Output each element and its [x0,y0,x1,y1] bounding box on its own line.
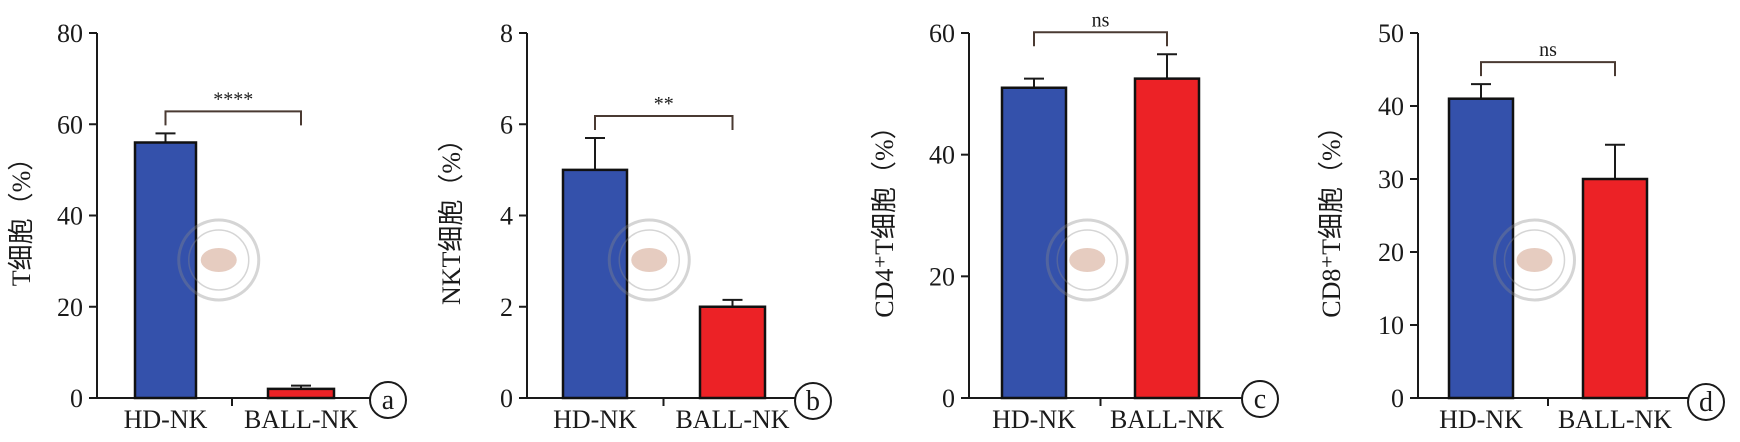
seal-inner-ring [618,229,680,291]
seal-inner-ring [1503,229,1566,291]
y-tick-label: 60 [929,19,955,48]
watermark-seal [177,218,261,302]
bar-ball-nk [698,305,767,400]
y-axis-title: NKT细胞（%） [437,126,466,305]
significance-bracket [594,114,734,130]
x-category-label: HD-NK [124,405,208,434]
seal-inner-ring [188,229,250,291]
y-tick-label: 60 [57,110,83,139]
seal-ring [1493,218,1576,302]
chart-panel-d: 0 10 20 30 40 50 CD8⁺T细胞（%） HD-NK BALL-NK ns d [1317,19,1725,434]
panel-label-circle [1687,383,1725,421]
chart-panel-a: 0 20 40 60 80 T细胞（%） HD-NK BALL-NK **** a [7,19,407,434]
seal-map-shape [631,248,668,272]
y-tick-label: 20 [929,262,955,291]
x-category-label: HD-NK [1439,405,1523,434]
y-tick-label: 0 [70,384,83,413]
panel-label-circle [1241,380,1279,418]
bar-hd-nk [133,141,198,400]
y-tick-label: 6 [500,110,513,139]
bar-ball-nk [1133,77,1201,400]
panel-label: b [806,386,820,417]
seal-inner-ring [1056,229,1118,291]
y-tick-label: 0 [500,384,513,413]
bar-ball-nk [266,387,336,400]
seal-map-shape [200,248,237,272]
panel-label-circle [794,382,832,420]
panel-label: d [1699,387,1713,418]
y-axis-title: T细胞（%） [7,145,36,287]
seal-ring [607,218,691,302]
y-tick-label: 50 [1378,19,1404,48]
seal-map-shape [1516,248,1553,272]
y-axis-title: CD4⁺T细胞（%） [870,113,899,317]
y-tick-label: 40 [57,202,83,231]
significance-label: **** [213,88,253,110]
y-tick-label: 80 [57,19,83,48]
watermark-seal [1493,218,1576,302]
y-tick-label: 2 [500,293,513,322]
significance-bracket [1480,61,1616,77]
x-category-label: BALL-NK [675,405,789,434]
panel-label-circle [369,381,407,419]
y-tick-label: 40 [1378,92,1404,121]
chart-panel-c: 0 20 40 60 CD4⁺T细胞（%） HD-NK BALL-NK ns c [870,9,1279,434]
watermark-seal [1045,218,1129,302]
y-tick-label: 40 [929,141,955,170]
y-tick-label: 30 [1378,165,1404,194]
x-category-label: BALL-NK [244,405,358,434]
significance-label: ** [654,93,674,115]
bar-hd-nk [1447,97,1515,400]
seal-ring [1045,218,1129,302]
significance-bracket [164,110,302,126]
bar-hd-nk [561,168,629,400]
x-category-label: HD-NK [553,405,637,434]
panel-label: a [382,385,395,416]
significance-label: ns [1092,9,1110,31]
y-tick-label: 10 [1378,311,1404,340]
chart-panel-b: 0 2 4 6 8 NKT细胞（%） HD-NK BALL-NK ** b [437,19,832,434]
y-axis-title: CD8⁺T细胞（%） [1317,113,1346,317]
seal-map-shape [1069,248,1106,272]
y-tick-label: 0 [1391,384,1404,413]
y-tick-label: 20 [57,293,83,322]
watermark-seal [607,218,691,302]
y-tick-label: 8 [500,19,513,48]
significance-bracket [1033,31,1168,47]
x-category-label: BALL-NK [1110,405,1224,434]
bar-ball-nk [1581,177,1649,400]
x-category-label: BALL-NK [1558,405,1672,434]
significance-label: ns [1539,39,1557,61]
panel-label: c [1254,384,1266,415]
y-tick-label: 0 [942,384,955,413]
bar-hd-nk [1000,86,1068,400]
seal-ring [177,218,261,302]
y-tick-label: 4 [500,202,513,231]
x-category-label: HD-NK [992,405,1076,434]
y-tick-label: 20 [1378,238,1404,267]
